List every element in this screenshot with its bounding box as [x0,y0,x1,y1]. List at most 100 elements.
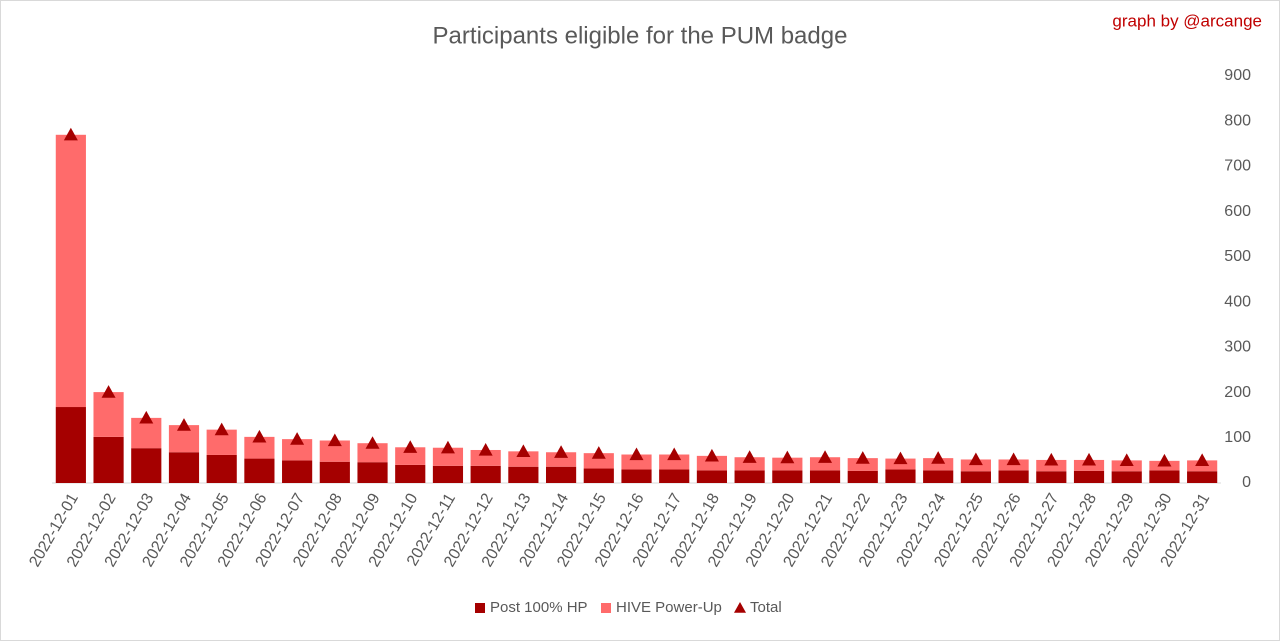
bar-segment [998,470,1029,483]
bar-segment [659,469,690,483]
bar-segment [847,470,878,483]
bar-segment [93,436,124,483]
total-marker [742,450,757,463]
bar-segment [545,466,577,483]
bar-segment [1036,459,1067,472]
legend-label: HIVE Power-Up [616,599,722,616]
bar-segment [885,469,916,483]
bar-segment [319,440,350,462]
total-marker [968,452,983,466]
y-tick-label: 900 [1224,67,1251,84]
total-marker [1082,452,1097,466]
bar-segment [395,447,426,465]
bar-segment [960,471,991,483]
bar-segment [1187,471,1218,483]
bar-segment [847,458,878,471]
total-marker [667,447,682,461]
bar-segment [621,469,652,483]
bar-segment [432,465,464,483]
total-marker [591,446,606,459]
total-marker [1119,453,1134,466]
bar-segment [206,454,237,483]
bar-segment [131,448,162,483]
total-marker [478,442,493,456]
total-marker [554,445,569,458]
total-marker [214,422,229,436]
total-marker [893,451,908,465]
total-marker [1157,453,1172,467]
total-marker [440,440,455,454]
bar-segment [244,436,275,459]
total-marker [629,447,644,461]
bar-segment [357,462,388,483]
bar-segment [508,466,539,483]
bar-segment [696,470,728,483]
credit: graph by @arcange [1112,11,1262,30]
bar-segment [923,470,954,483]
legend-marker [475,603,485,613]
bar-segment [319,461,350,483]
bar-segment [244,458,275,483]
bar-segment [470,449,501,466]
bar-segment [357,443,388,463]
bar-segment [168,452,200,483]
total-marker [1195,453,1210,466]
bar-segment [545,452,577,467]
total-marker [704,448,719,462]
legend-label: Total [750,599,782,616]
total-marker [931,451,946,464]
bar-segment [734,470,765,483]
y-tick-label: 200 [1224,384,1251,401]
legend-label: Post 100% HP [490,599,588,616]
bar-segment [583,453,614,469]
bar-segment [809,457,841,471]
total-marker [403,440,418,453]
bar-segment [809,470,841,483]
total-marker [327,433,342,447]
bar-segment [659,454,690,470]
bar-segment [55,134,86,408]
bar-segment [1073,470,1105,483]
bar-segment [1111,471,1142,483]
y-tick-label: 800 [1224,112,1251,129]
bar-segment [508,451,539,467]
bar-segment [395,464,426,483]
bar-segment [1036,471,1067,483]
legend-marker [734,602,746,613]
bar-segment [960,459,991,472]
bar-segment [55,407,86,483]
bar-segment [772,470,803,483]
total-marker [516,444,531,457]
total-marker [1006,452,1021,466]
y-tick-label: 0 [1242,474,1251,491]
total-marker [63,127,78,141]
bar-segment [923,458,954,471]
total-marker [365,436,380,449]
bar-segment [583,468,614,483]
total-marker [1044,452,1059,466]
total-marker [252,429,267,443]
y-tick-label: 500 [1224,248,1251,265]
bar-segment [470,465,501,483]
y-tick-label: 100 [1224,429,1251,446]
total-marker [290,432,305,445]
bar-segment [432,447,464,466]
y-tick-label: 400 [1224,293,1251,310]
y-tick-label: 700 [1224,158,1251,175]
total-marker [818,450,833,463]
total-marker [855,451,870,464]
bar-segment [621,454,652,470]
y-tick-label: 300 [1224,339,1251,356]
total-marker [101,385,116,398]
total-marker [780,450,795,464]
bar-segment [696,455,728,471]
bar-segment [734,457,765,471]
total-marker [176,418,191,431]
bar-segment [1149,470,1180,483]
legend-marker [601,603,611,613]
chart-title: Participants eligible for the PUM badge [433,22,848,49]
total-marker [139,410,154,424]
bar-segment [93,392,124,437]
